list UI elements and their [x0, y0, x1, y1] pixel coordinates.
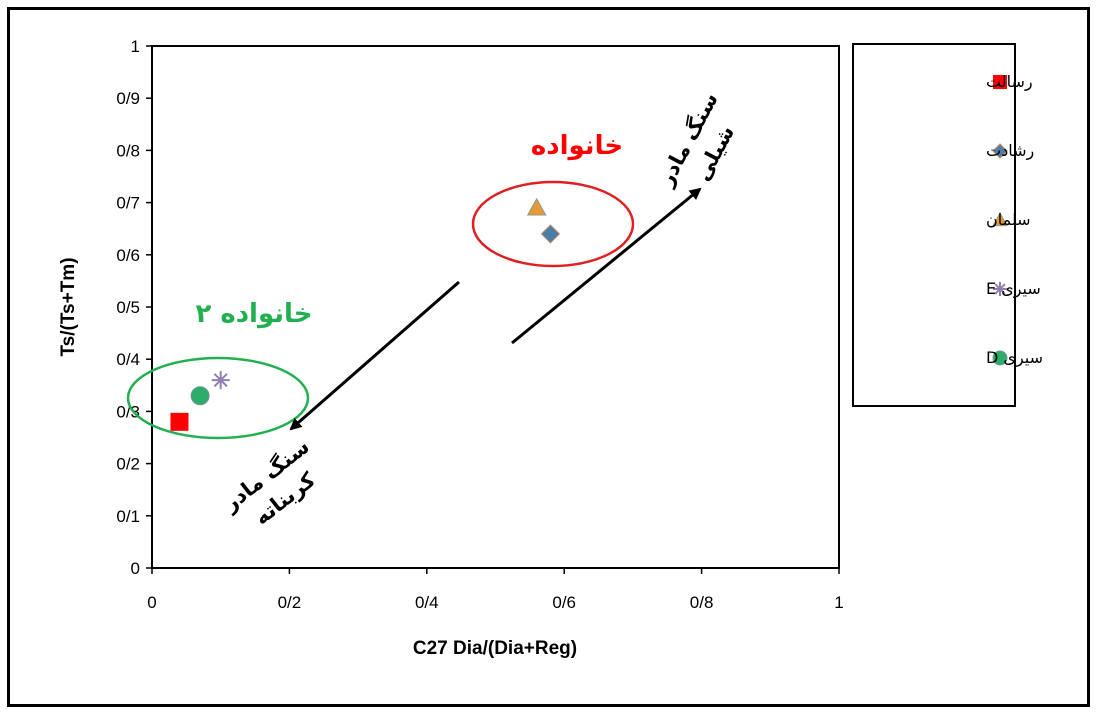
- x-tick-label: 0: [147, 593, 156, 612]
- x-tick-label: 0/2: [278, 593, 302, 612]
- legend-marker-diamond: [992, 143, 1008, 159]
- data-point-square: [170, 412, 189, 431]
- x-tick-label: 1: [834, 593, 843, 612]
- x-tick-label: 0/4: [415, 593, 439, 612]
- legend-box: [852, 43, 1016, 407]
- legend-label: سیری D: [986, 348, 1043, 368]
- y-tick-label: 0/3: [116, 402, 140, 421]
- family-1-ellipse: [471, 180, 635, 268]
- y-tick-label: 0/5: [116, 298, 140, 317]
- y-tick-label: 0/2: [116, 455, 140, 474]
- legend-label: سلمان: [986, 210, 1031, 229]
- legend-label: رسالت: [986, 72, 1033, 92]
- legend-marker-square: [993, 75, 1007, 89]
- shale-arrow: [511, 187, 702, 345]
- data-point-diamond: [540, 224, 561, 244]
- family-2-ellipse: [126, 356, 310, 440]
- legend-marker-star: [993, 282, 1007, 296]
- x-tick-label: 0/8: [690, 593, 714, 612]
- y-tick-label: 1: [131, 37, 140, 56]
- y-tick-label: 0/1: [116, 507, 140, 526]
- y-tick-label: 0/6: [116, 246, 140, 265]
- y-tick-label: 0/8: [116, 141, 140, 160]
- data-point-circle: [190, 386, 210, 406]
- y-tick-label: 0/9: [116, 89, 140, 108]
- y-tick-label: 0/4: [116, 350, 140, 369]
- plot-area: [151, 45, 840, 569]
- y-tick-label: 0: [131, 559, 140, 578]
- y-axis-title: Ts/(Ts+Tm): [58, 257, 79, 356]
- legend-label: رشادت: [986, 141, 1034, 161]
- data-point-triangle: [526, 197, 547, 216]
- x-axis-ticks: 0 0/2 0/4 0/6 0/8 1: [147, 568, 844, 612]
- legend: رسالت رشادت سلمان سیری E سیری D: [986, 72, 1043, 368]
- data-points: [170, 197, 561, 431]
- family-2-label: خانواده ۲: [195, 299, 312, 329]
- legend-marker-triangle: [992, 211, 1008, 227]
- carbonate-arrow: [289, 280, 460, 431]
- legend-marker-circle: [992, 350, 1008, 366]
- legend-label: سیری E: [986, 279, 1041, 299]
- x-axis-title: C27 Dia/(Dia+Reg): [413, 638, 577, 659]
- y-tick-label: 0/7: [116, 194, 140, 213]
- x-tick-label: 0/6: [552, 593, 576, 612]
- y-axis-ticks: 0 0/1 0/2 0/3 0/4 0/5 0/6 0/7 0/8 0/9 1: [116, 37, 152, 578]
- data-point-star: [211, 371, 230, 390]
- family-1-label: خانواده: [531, 131, 623, 161]
